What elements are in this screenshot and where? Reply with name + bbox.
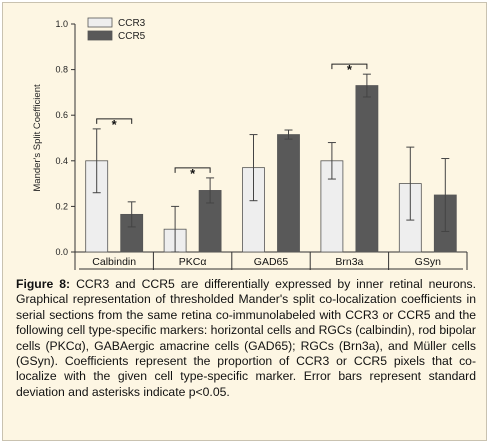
- caption-label: Figure 8:: [16, 277, 71, 291]
- legend-label-ccr3: CCR3: [118, 18, 146, 29]
- significance-star: *: [190, 166, 196, 181]
- x-tick-label: Brn3a: [335, 256, 363, 268]
- bar-ccr5: [277, 134, 300, 253]
- significance-star: *: [112, 117, 118, 132]
- bar-chart: 0.0 0.2 0.4 0.6 0.8 1.0 Mander's Split Coeffic…: [32, 17, 468, 270]
- y-tick-label: 0.0: [55, 247, 68, 257]
- legend-label-ccr5: CCR5: [118, 31, 146, 42]
- y-tick-label: 0.8: [55, 65, 68, 75]
- x-tick-label: GSyn: [415, 256, 441, 268]
- legend-swatch-ccr5: [87, 30, 113, 41]
- significance-bracket: [174, 167, 211, 173]
- y-tick-label: 0.4: [55, 156, 68, 166]
- x-tick-label: Calbindin: [92, 256, 136, 268]
- y-tick-label: 0.2: [55, 201, 68, 211]
- x-tick-label: PKCα: [179, 256, 207, 268]
- x-tick-label: GAD65: [254, 256, 289, 268]
- significance-bracket: [96, 118, 133, 124]
- caption-text: CCR3 and CCR5 are differentially express…: [16, 277, 476, 399]
- significance-star: *: [347, 62, 353, 77]
- y-axis-label: Mander's Split Coefficient: [32, 84, 43, 192]
- legend-swatch-ccr3: [87, 17, 113, 28]
- significance-bracket: [331, 63, 368, 70]
- y-tick-label: 0.6: [55, 110, 68, 120]
- figure-caption: Figure 8: CCR3 and CCR5 are differential…: [16, 277, 476, 400]
- bar-ccr5: [355, 85, 379, 253]
- y-tick-label: 1.0: [55, 19, 68, 29]
